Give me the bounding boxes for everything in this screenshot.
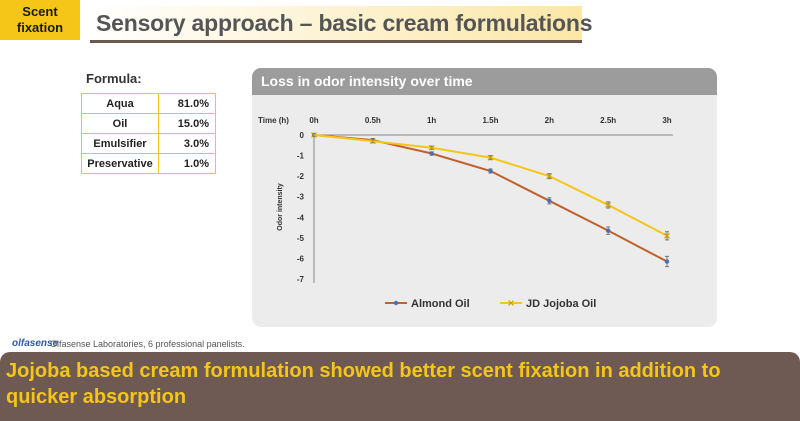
x-tick-label: 1.5h xyxy=(482,116,498,125)
data-point xyxy=(488,168,493,174)
x-tick-label: 2.5h xyxy=(600,116,616,125)
table-row: Oil 15.0% xyxy=(81,113,216,134)
x-axis-title: Time (h) xyxy=(258,116,289,125)
data-point xyxy=(546,173,553,180)
y-tick-label: -7 xyxy=(297,275,305,284)
chart-panel: Loss in odor intensity over time Time (h… xyxy=(252,68,717,327)
formula-title: Formula: xyxy=(86,71,142,86)
series-line-jojoba-oil xyxy=(313,134,668,237)
y-tick-label: -5 xyxy=(297,234,305,243)
data-point xyxy=(605,202,612,208)
data-point xyxy=(664,232,670,239)
y-tick-label: 0 xyxy=(300,131,305,140)
x-tick-label: 2h xyxy=(545,116,554,125)
page-title: Sensory approach – basic cream formulati… xyxy=(96,10,593,36)
legend-label: JD Jojoba Oil xyxy=(526,298,596,310)
data-point xyxy=(605,228,611,233)
scent-fixation-tag: Scent fixation xyxy=(0,0,80,40)
table-cell-value: 1.0% xyxy=(158,153,216,174)
data-point xyxy=(429,151,434,156)
y-axis-title: Odor intensity xyxy=(277,183,284,231)
legend-marker xyxy=(508,300,514,306)
header-bar: Sensory approach – basic cream formulati… xyxy=(90,6,593,43)
olfasense-logo: olfasense xyxy=(12,338,59,349)
data-point xyxy=(664,259,670,264)
y-tick-label: -4 xyxy=(297,213,305,222)
table-cell-value: 15.0% xyxy=(158,113,216,134)
x-tick-label: 1h xyxy=(427,116,436,125)
table-cell-value: 81.0% xyxy=(158,93,216,114)
tag-line-2: fixation xyxy=(16,20,64,35)
table-row: Preservative 1.0% xyxy=(81,153,216,174)
tag-line-1: Scent xyxy=(22,4,58,19)
formula-table: Aqua 81.0% Oil 15.0% Emulsifier 3.0% Pre… xyxy=(81,93,216,174)
conclusion-text: Jojoba based cream formulation showed be… xyxy=(6,360,721,408)
legend-marker xyxy=(393,300,399,306)
source-note: Olfasense Laboratories, 6 professional p… xyxy=(50,339,245,349)
table-row: Aqua 81.0% xyxy=(81,93,216,114)
table-row: Emulsifier 3.0% xyxy=(81,133,216,154)
table-cell-value: 3.0% xyxy=(158,133,216,154)
table-cell-name: Preservative xyxy=(81,153,159,174)
y-tick-label: -3 xyxy=(297,193,305,202)
legend-label: Almond Oil xyxy=(411,298,470,310)
chart-header: Loss in odor intensity over time xyxy=(252,68,717,95)
y-tick-label: -2 xyxy=(297,172,305,181)
y-tick-label: -6 xyxy=(297,254,305,263)
x-tick-label: 0.5h xyxy=(365,116,381,125)
chart-title: Loss in odor intensity over time xyxy=(261,73,473,89)
table-cell-name: Oil xyxy=(81,113,159,134)
data-point xyxy=(369,138,376,145)
x-tick-label: 0h xyxy=(309,116,318,125)
y-tick-label: -1 xyxy=(297,152,305,161)
x-tick-label: 3h xyxy=(662,116,671,125)
series-line-almond-oil xyxy=(313,134,668,263)
table-cell-name: Aqua xyxy=(81,93,159,114)
data-point xyxy=(428,144,435,151)
odor-intensity-chart: Time (h) 0h 0.5h 1h 1.5h 2h 2.5h 3h 0 -1 -2 -3 -4 -5 -… xyxy=(258,116,673,310)
data-point xyxy=(547,198,552,204)
data-point xyxy=(311,132,317,138)
table-cell-name: Emulsifier xyxy=(81,133,159,154)
conclusion-banner: Jojoba based cream formulation showed be… xyxy=(0,352,800,421)
data-point xyxy=(487,154,494,161)
